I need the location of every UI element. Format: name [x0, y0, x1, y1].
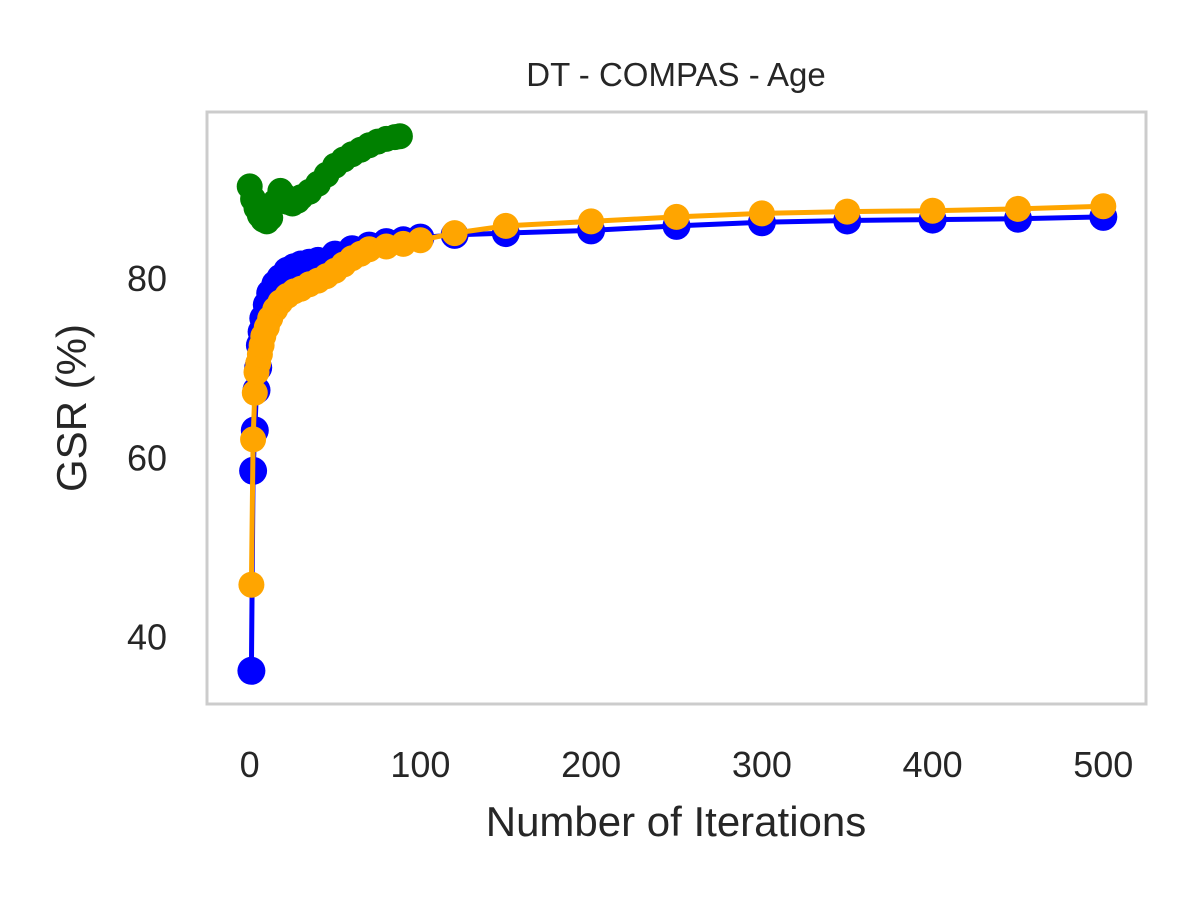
plot-background [207, 112, 1146, 704]
plot-frame [205, 110, 1148, 706]
y-axis-title: GSR (%) [48, 324, 95, 492]
x-tick-label: 400 [903, 744, 963, 785]
y-tick-label: 60 [127, 437, 167, 478]
data-point [407, 227, 434, 254]
data-point [1005, 195, 1031, 222]
chart-title: DT - COMPAS - Age [526, 56, 826, 93]
data-point [1090, 193, 1117, 220]
x-tick-label: 200 [561, 744, 621, 785]
data-point [386, 123, 413, 150]
x-tick-label: 300 [732, 744, 792, 785]
data-point [441, 220, 468, 247]
data-point [492, 212, 519, 239]
data-point [578, 208, 605, 235]
data-point [238, 571, 265, 598]
data-point [834, 198, 861, 225]
y-tick-labels: 40 60 80 [127, 258, 167, 658]
data-point [241, 379, 268, 406]
data-point [919, 197, 946, 224]
x-tick-label: 500 [1073, 744, 1133, 785]
series-2 [236, 123, 413, 235]
x-tick-label: 100 [390, 744, 450, 785]
x-tick-labels: 0 100 200 300 400 500 [240, 744, 1134, 785]
series-layer [236, 123, 1118, 685]
y-tick-label: 40 [127, 617, 167, 658]
x-axis-title: Number of Iterations [486, 798, 867, 845]
x-tick-label: 0 [240, 744, 260, 785]
data-point [663, 203, 690, 230]
data-point [240, 426, 267, 453]
data-point [748, 200, 775, 227]
series-1 [238, 193, 1117, 598]
data-point [237, 656, 266, 685]
y-tick-label: 80 [127, 258, 167, 299]
